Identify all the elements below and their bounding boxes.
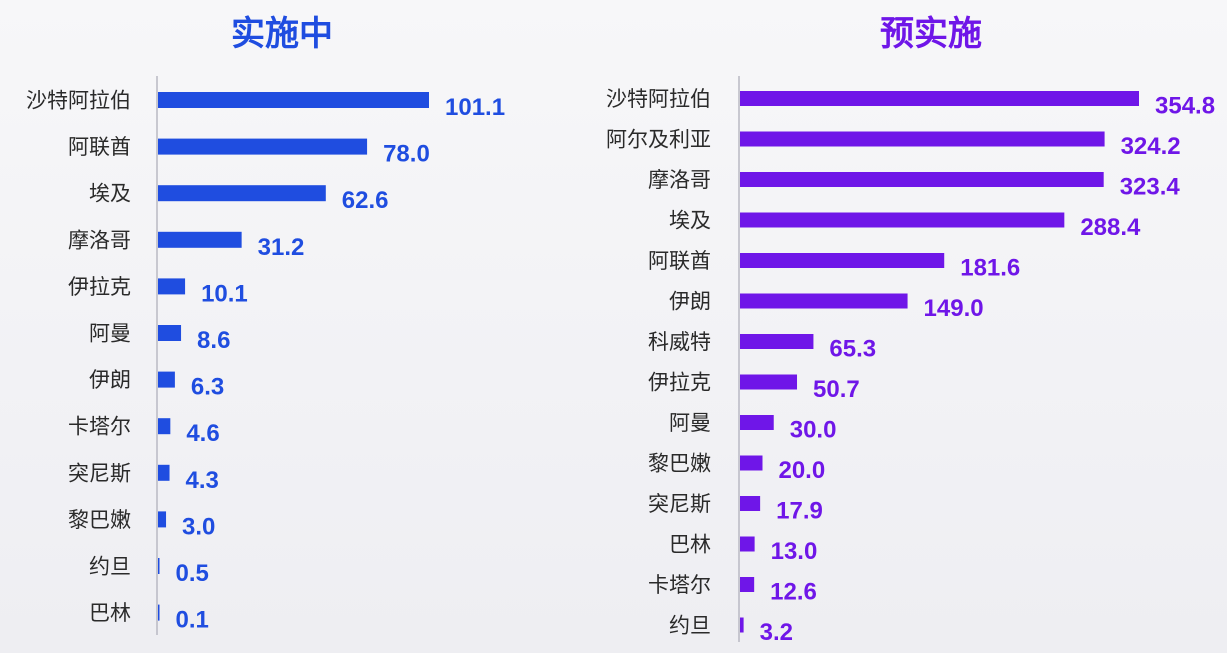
value-label: 20.0	[778, 457, 825, 484]
bar	[740, 496, 761, 511]
bar	[740, 131, 1105, 147]
chart-title: 预实施	[880, 14, 982, 54]
bar	[158, 138, 368, 155]
category-label: 黎巴嫩	[648, 452, 711, 476]
category-label: 摩洛哥	[648, 168, 711, 192]
value-label: 6.3	[191, 374, 224, 401]
bar	[740, 91, 1139, 106]
category-label: 伊朗	[669, 290, 711, 314]
category-label: 黎巴嫩	[68, 508, 131, 532]
value-label: 181.6	[960, 255, 1020, 282]
bar	[740, 293, 908, 309]
value-label: 62.6	[342, 187, 389, 214]
category-label: 巴林	[669, 533, 711, 557]
value-label: 3.2	[760, 619, 793, 646]
value-label: 0.1	[176, 607, 209, 634]
bar	[740, 536, 755, 552]
category-label: 沙特阿拉伯	[606, 87, 711, 111]
bar	[158, 604, 160, 621]
category-label: 卡塔尔	[648, 573, 711, 597]
bar	[740, 253, 945, 268]
category-label: 阿尔及利亚	[606, 128, 711, 152]
value-label: 78.0	[383, 141, 430, 168]
category-label: 埃及	[669, 209, 711, 233]
category-label: 卡塔尔	[68, 415, 131, 439]
value-label: 4.6	[186, 420, 219, 447]
category-label: 科威特	[648, 330, 711, 354]
category-label: 沙特阿拉伯	[26, 89, 131, 113]
value-label: 10.1	[201, 280, 248, 307]
bar	[740, 172, 1104, 187]
bar	[740, 334, 814, 349]
category-label: 约旦	[89, 555, 131, 579]
value-label: 101.1	[445, 94, 505, 121]
value-label: 50.7	[813, 376, 860, 403]
value-label: 30.0	[790, 417, 837, 444]
value-label: 31.2	[258, 234, 305, 261]
category-label: 阿联酋	[648, 249, 711, 273]
chart-title: 实施中	[231, 14, 333, 54]
bar	[158, 231, 242, 248]
category-label: 突尼斯	[648, 492, 711, 516]
value-label: 17.9	[776, 498, 823, 525]
value-label: 13.0	[771, 538, 818, 565]
category-label: 阿曼	[669, 411, 711, 435]
bar	[158, 278, 186, 295]
value-label: 288.4	[1080, 214, 1141, 241]
category-label: 伊拉克	[68, 275, 131, 299]
category-label: 阿联酋	[68, 135, 131, 159]
category-label: 摩洛哥	[68, 228, 131, 252]
value-label: 4.3	[186, 467, 219, 494]
category-label: 约旦	[669, 614, 711, 638]
bar	[740, 577, 755, 592]
bar	[158, 464, 170, 481]
bar	[158, 558, 160, 574]
value-label: 323.4	[1120, 174, 1181, 201]
value-label: 8.6	[197, 327, 230, 354]
category-label: 埃及	[89, 182, 131, 206]
category-label: 伊朗	[89, 368, 131, 392]
bar	[158, 418, 171, 435]
bar	[158, 325, 182, 341]
bar	[158, 511, 167, 528]
value-label: 354.8	[1155, 93, 1215, 120]
value-label: 0.5	[176, 560, 209, 587]
category-label: 阿曼	[89, 322, 131, 346]
bar	[740, 212, 1065, 228]
category-label: 突尼斯	[68, 461, 131, 485]
bar	[158, 185, 326, 202]
value-label: 65.3	[829, 336, 876, 363]
value-label: 324.2	[1121, 133, 1181, 160]
value-label: 149.0	[924, 295, 984, 322]
bar	[740, 374, 798, 390]
bar	[740, 617, 744, 633]
bar	[158, 92, 429, 108]
bar	[740, 455, 763, 471]
bar	[158, 371, 175, 388]
bar	[740, 415, 774, 430]
category-label: 巴林	[89, 601, 131, 625]
category-label: 伊拉克	[648, 371, 711, 395]
value-label: 3.0	[182, 513, 215, 540]
value-label: 12.6	[770, 579, 817, 606]
